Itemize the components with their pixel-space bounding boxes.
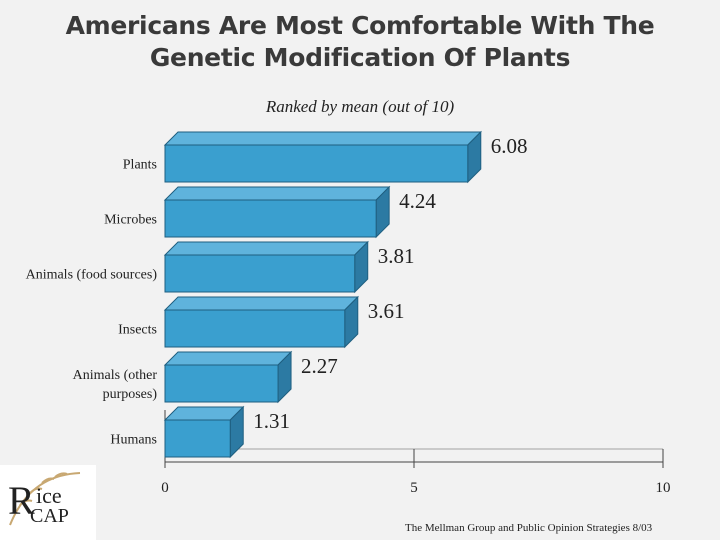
bar: [164, 199, 377, 238]
bar-top-face: [163, 351, 293, 366]
chart-title-line-2: Genetic Modification Of Plants: [149, 43, 571, 72]
logo-text-cap: CAP: [30, 505, 69, 527]
bar-top-face: [163, 296, 359, 311]
category-label: Humans: [110, 433, 157, 448]
value-label: 2.27: [301, 354, 338, 378]
category-label: purposes): [103, 387, 158, 402]
bar: [164, 419, 231, 458]
category-label: Microbes: [104, 213, 157, 228]
chart-title-line-1: Americans Are Most Comfortable With The: [65, 11, 655, 40]
bar-top-face: [163, 241, 369, 256]
bar: [164, 144, 469, 183]
x-tick-label: 10: [656, 480, 671, 496]
source-note: The Mellman Group and Public Opinion Str…: [405, 522, 653, 534]
logo-text-ice: ice: [36, 483, 62, 508]
bar-top-face: [163, 186, 391, 201]
chart-subtitle: Ranked by mean (out of 10): [265, 97, 455, 116]
ricecap-logo: R ice CAP: [0, 465, 96, 540]
chart-title: Americans Are Most Comfortable With The …: [0, 10, 720, 74]
value-label: 1.31: [253, 409, 290, 433]
x-tick-label: 0: [161, 480, 169, 496]
value-label: 4.24: [399, 189, 436, 213]
bar-top-face: [163, 131, 482, 146]
bar: [164, 309, 346, 348]
rice-plant-icon: [9, 472, 81, 526]
value-label: 3.81: [378, 244, 415, 268]
logo-letter-r: R: [8, 478, 35, 523]
value-label: 6.08: [491, 134, 528, 158]
x-tick-label: 5: [410, 480, 418, 496]
bar: [164, 364, 279, 403]
value-label: 3.61: [368, 299, 405, 323]
category-label: Animals (other: [73, 368, 158, 383]
category-label: Animals (food sources): [26, 268, 158, 283]
category-label: Insects: [118, 323, 157, 338]
bar: [164, 254, 356, 293]
category-label: Plants: [123, 158, 157, 173]
